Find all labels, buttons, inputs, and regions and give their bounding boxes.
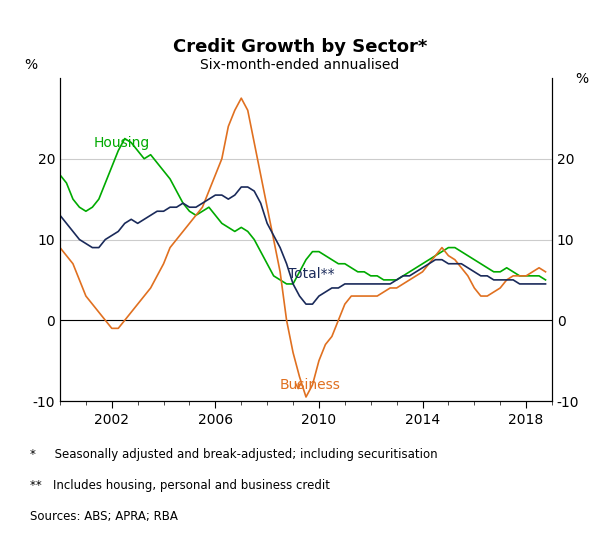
Text: Six-month-ended annualised: Six-month-ended annualised xyxy=(200,58,400,72)
Text: Total**: Total** xyxy=(288,267,334,281)
Text: Credit Growth by Sector*: Credit Growth by Sector* xyxy=(173,38,427,56)
Y-axis label: %: % xyxy=(24,57,37,71)
Y-axis label: %: % xyxy=(575,71,588,86)
Text: Housing: Housing xyxy=(94,136,150,150)
Text: Sources: ABS; APRA; RBA: Sources: ABS; APRA; RBA xyxy=(30,510,178,522)
Text: Business: Business xyxy=(280,378,341,392)
Text: **   Includes housing, personal and business credit: ** Includes housing, personal and busine… xyxy=(30,479,330,492)
Text: *     Seasonally adjusted and break-adjusted; including securitisation: * Seasonally adjusted and break-adjusted… xyxy=(30,448,437,461)
